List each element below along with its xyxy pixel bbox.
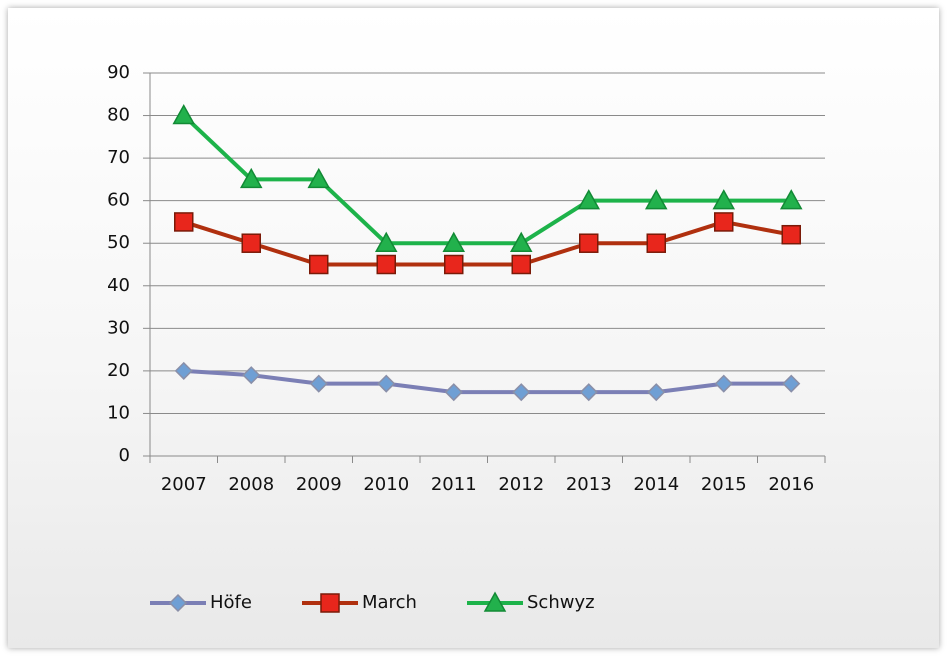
y-tick-label: 90 xyxy=(107,62,130,83)
data-point xyxy=(512,383,531,402)
data-point xyxy=(374,231,398,252)
data-point xyxy=(174,361,193,380)
data-point xyxy=(307,167,331,189)
y-tick-label: 60 xyxy=(107,190,130,211)
data-point xyxy=(577,189,601,210)
data-point xyxy=(309,374,328,393)
legend-label: Höfe xyxy=(210,592,252,613)
data-point xyxy=(644,189,668,210)
legend-label: Schwyz xyxy=(527,592,595,613)
data-point xyxy=(712,189,736,210)
y-tick-label: 30 xyxy=(107,317,130,338)
x-tick-label: 2010 xyxy=(363,474,409,495)
x-tick-label: 2011 xyxy=(431,474,477,495)
data-point xyxy=(511,254,531,275)
data-point xyxy=(714,212,734,232)
data-point xyxy=(309,254,329,275)
y-tick-label: 50 xyxy=(107,232,130,253)
x-tick-label: 2009 xyxy=(296,474,342,495)
data-point xyxy=(509,231,533,252)
x-tick-label: 2014 xyxy=(633,474,679,495)
data-point xyxy=(239,167,263,189)
x-tick-label: 2012 xyxy=(498,474,544,495)
y-tick-label: 10 xyxy=(107,402,130,423)
data-point xyxy=(442,231,466,252)
data-point xyxy=(241,233,261,253)
data-point xyxy=(376,254,396,275)
y-tick-label: 80 xyxy=(107,105,130,126)
series-line xyxy=(182,114,792,246)
x-tick-label: 2015 xyxy=(701,474,747,495)
y-tick-label: 0 xyxy=(119,445,130,466)
data-point xyxy=(242,366,261,385)
data-point xyxy=(172,104,196,125)
x-tick-label: 2007 xyxy=(161,474,207,495)
data-point xyxy=(444,254,464,275)
data-point xyxy=(779,189,803,210)
y-tick-label: 70 xyxy=(107,147,130,168)
data-point xyxy=(781,224,801,245)
data-point xyxy=(647,383,666,402)
series-line xyxy=(183,368,792,395)
data-point xyxy=(377,374,396,393)
data-point xyxy=(646,233,666,253)
legend-marker xyxy=(168,593,188,613)
data-point xyxy=(174,212,194,232)
legend-marker xyxy=(320,593,340,613)
x-tick-label: 2008 xyxy=(228,474,274,495)
y-tick-label: 20 xyxy=(107,360,130,381)
data-point xyxy=(579,233,599,253)
x-tick-label: 2016 xyxy=(768,474,814,495)
data-point xyxy=(444,383,463,402)
legend-label: March xyxy=(362,592,417,613)
y-tick-label: 40 xyxy=(107,275,130,296)
data-point xyxy=(579,383,598,402)
series-line xyxy=(183,219,792,267)
data-point xyxy=(714,374,733,393)
data-point xyxy=(782,374,801,393)
legend-marker xyxy=(483,591,507,612)
x-tick-label: 2013 xyxy=(566,474,612,495)
